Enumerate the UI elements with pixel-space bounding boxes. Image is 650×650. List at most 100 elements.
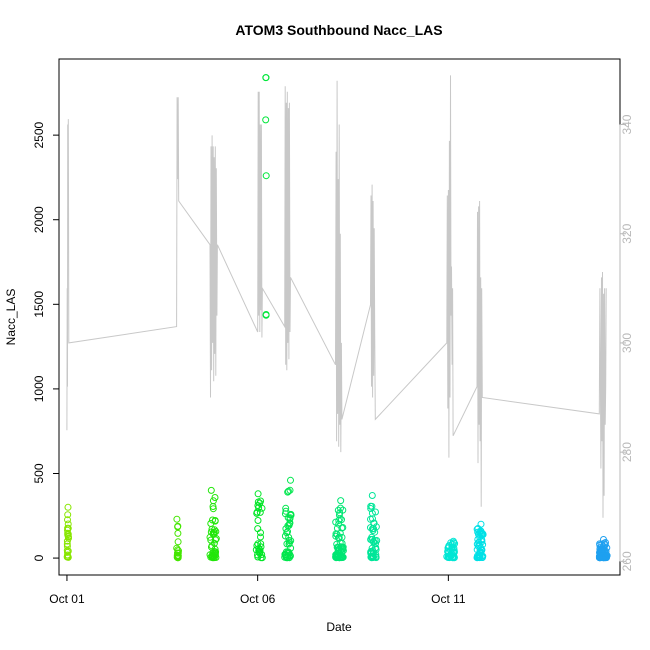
data-point <box>478 535 485 543</box>
data-point <box>335 546 343 554</box>
data-point <box>63 553 71 561</box>
data-point <box>253 508 261 516</box>
data-point <box>284 488 292 496</box>
data-point <box>336 554 344 562</box>
data-point <box>286 515 294 523</box>
data-point <box>174 522 182 530</box>
data-point <box>64 529 72 537</box>
y2-tick-label: 260 <box>620 551 634 571</box>
data-point <box>602 539 609 546</box>
data-point <box>254 490 262 498</box>
data-point <box>450 548 458 556</box>
data-point <box>262 116 270 124</box>
secondary-line-series <box>66 75 607 518</box>
data-point <box>284 548 292 556</box>
data-point <box>368 509 376 517</box>
y2-tick-label: 280 <box>620 442 634 462</box>
data-point <box>281 553 289 561</box>
data-point <box>257 543 265 551</box>
x-axis-label: Date <box>326 620 352 634</box>
x-tick-label: Oct 01 <box>49 592 85 606</box>
data-point <box>367 502 375 510</box>
data-point <box>474 554 482 561</box>
data-point <box>282 507 290 515</box>
data-point <box>210 539 218 547</box>
data-point <box>281 532 289 540</box>
data-point <box>284 522 292 530</box>
data-point <box>339 553 347 561</box>
y2-tick-label: 340 <box>620 114 634 134</box>
data-point <box>478 554 486 561</box>
data-point <box>63 546 71 554</box>
data-point <box>287 476 294 484</box>
data-point <box>64 503 72 511</box>
scatter-series <box>63 74 611 562</box>
data-point <box>64 516 71 524</box>
y-tick-label: 0 <box>32 554 46 561</box>
x-axis: Oct 01 Oct 06 Oct 11 <box>49 574 466 606</box>
data-point <box>63 542 71 550</box>
y-tick-label: 2500 <box>32 121 46 148</box>
chart-title: ATOM3 Southbound Nacc_LAS <box>235 22 442 38</box>
y-axis: 0 500 1000 1500 2000 2500 <box>32 121 60 561</box>
y-tick-label: 1500 <box>32 291 46 318</box>
data-point <box>370 519 378 527</box>
data-point <box>372 508 379 516</box>
data-point <box>206 533 214 541</box>
data-point <box>475 530 482 538</box>
data-point <box>212 528 220 535</box>
y-tick-label: 500 <box>32 463 46 483</box>
data-point <box>211 494 219 501</box>
data-point <box>173 544 181 552</box>
data-point <box>257 497 265 505</box>
data-point <box>282 504 290 512</box>
data-point <box>208 552 216 560</box>
data-point <box>367 549 375 557</box>
data-point <box>473 546 481 554</box>
data-point <box>285 540 293 548</box>
data-point <box>448 540 456 548</box>
data-point <box>337 504 344 512</box>
data-point <box>368 492 376 499</box>
data-point <box>174 551 182 559</box>
data-point <box>336 529 344 537</box>
data-point <box>262 172 270 180</box>
data-point <box>174 538 182 546</box>
data-point <box>285 537 293 544</box>
data-point <box>262 74 270 82</box>
x-tick-label: Oct 11 <box>431 592 466 606</box>
x-tick-label: Oct 06 <box>240 592 276 606</box>
data-point <box>207 486 215 494</box>
data-point <box>209 503 217 510</box>
data-point <box>262 311 270 319</box>
data-point <box>256 546 264 554</box>
y-tick-label: 2000 <box>32 206 46 233</box>
data-point <box>478 530 486 538</box>
data-point <box>283 529 291 537</box>
y2-axis: 260 280 300 320 340 <box>619 114 634 571</box>
data-point <box>335 520 343 528</box>
data-point <box>258 554 266 562</box>
data-point <box>286 486 294 494</box>
data-point <box>369 515 376 523</box>
data-point <box>602 547 610 555</box>
data-point <box>597 554 605 561</box>
data-point <box>208 542 216 550</box>
data-point <box>370 538 378 546</box>
data-point <box>257 533 264 541</box>
data-point <box>338 539 346 547</box>
data-point <box>479 541 487 549</box>
data-point <box>174 529 182 537</box>
data-point <box>339 506 347 514</box>
data-point <box>64 520 72 528</box>
data-point <box>257 529 264 537</box>
y-axis-label: Nacc_LAS <box>4 289 18 346</box>
data-point <box>207 520 215 527</box>
data-point <box>286 520 294 528</box>
data-point <box>368 552 376 560</box>
data-point <box>64 524 72 532</box>
data-point <box>369 554 377 562</box>
y2-tick-label: 300 <box>620 333 634 353</box>
secondary-line <box>66 75 607 518</box>
